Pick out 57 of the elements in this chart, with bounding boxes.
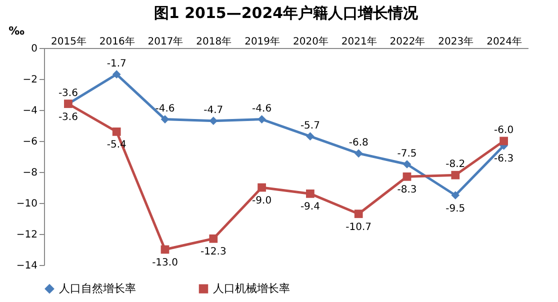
- point: [258, 115, 266, 124]
- data-label: -12.3: [200, 246, 226, 258]
- point: [209, 234, 218, 243]
- data-label: -8.3: [397, 184, 417, 196]
- y-tick-label: −8: [22, 168, 38, 178]
- point: [112, 128, 121, 136]
- data-label: -1.7: [106, 58, 126, 70]
- data-label: -3.6: [58, 88, 78, 99]
- data-label: -9.4: [300, 202, 320, 213]
- point: [354, 210, 363, 218]
- y-axis-title: ‰: [8, 24, 25, 38]
- x-tick-label: 2016年: [99, 36, 135, 48]
- y-tick-label: −12: [16, 230, 38, 240]
- data-label: -5.7: [300, 120, 320, 132]
- x-tick-label: 2023年: [438, 36, 474, 48]
- point: [354, 149, 363, 158]
- point: [402, 172, 412, 181]
- point: [112, 70, 121, 79]
- x-tick-label: 2021年: [341, 36, 377, 48]
- point: [402, 160, 412, 168]
- data-label: -4.6: [155, 103, 175, 114]
- y-tick-label: 0: [31, 44, 38, 54]
- y-tick-label: −14: [16, 260, 38, 272]
- data-label: -4.6: [252, 103, 272, 114]
- point: [160, 115, 170, 124]
- point: [160, 245, 170, 254]
- data-label: -4.7: [204, 104, 224, 116]
- y-tick-label: −4: [22, 106, 38, 116]
- x-tick-label: 2017年: [148, 36, 184, 48]
- data-label: -6.8: [348, 137, 368, 148]
- y-tick-label: −2: [22, 74, 38, 86]
- data-label: -9.0: [252, 196, 272, 206]
- point: [258, 183, 266, 192]
- x-tick-label: 2015年: [50, 36, 86, 48]
- legend-label: 人口机械增长率: [213, 282, 290, 295]
- data-label: -8.2: [446, 159, 466, 170]
- y-tick-label: −10: [16, 198, 38, 210]
- data-label: -3.6: [58, 112, 78, 123]
- x-tick-label: 2024年: [486, 36, 522, 48]
- point: [451, 170, 460, 180]
- data-label: -6.0: [494, 125, 514, 136]
- data-label: -10.7: [346, 222, 372, 233]
- point: [451, 191, 460, 200]
- point: [500, 136, 508, 146]
- data-label: -13.0: [152, 258, 178, 268]
- data-label: -7.5: [397, 148, 417, 160]
- point: [306, 190, 314, 198]
- legend-label: 人口自然增长率: [59, 282, 136, 295]
- x-tick-label: 2018年: [196, 36, 232, 48]
- x-tick-label: 2020年: [292, 36, 328, 48]
- x-tick-label: 2022年: [390, 36, 426, 48]
- data-label: -9.5: [446, 203, 466, 214]
- point: [306, 132, 314, 141]
- y-tick-label: −6: [22, 136, 38, 148]
- x-tick-label: 2019年: [244, 36, 280, 48]
- chart-title: 图1 2015—2024年户籍人口增长情况: [154, 4, 420, 22]
- data-label: -6.3: [494, 154, 514, 165]
